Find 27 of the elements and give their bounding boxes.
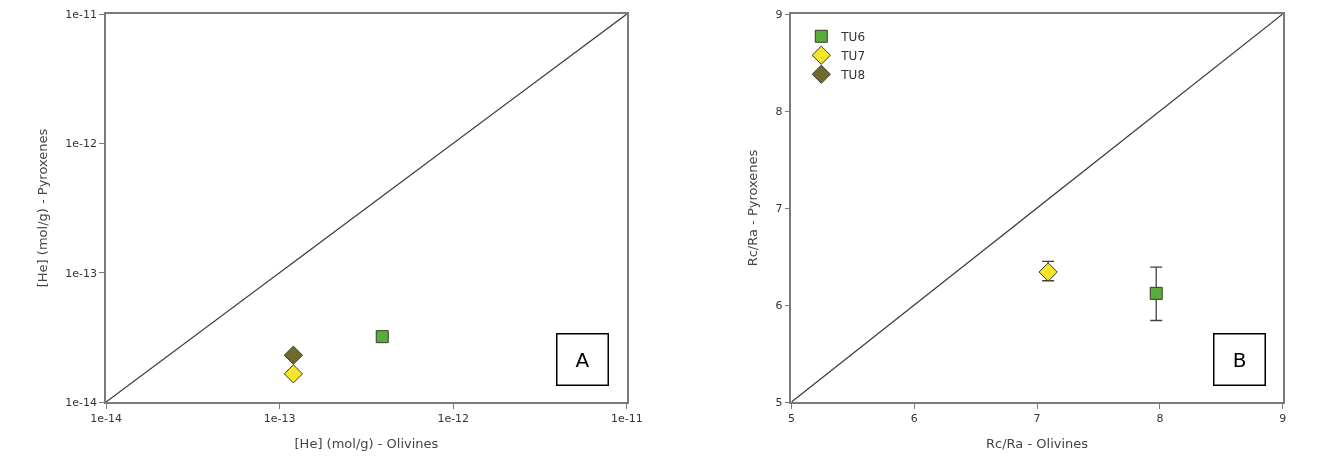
y-tick-label: 1e-11 [65,7,98,21]
y-tick-label: 6 [775,298,783,312]
y-tick-label: 1e-14 [65,395,98,409]
y-axis-title: Rc/Ra - Pyroxenes [744,149,760,267]
y-tick-label: 9 [775,7,783,21]
x-tick-label: 7 [1033,411,1041,425]
y-tick-label: 1e-13 [65,266,98,280]
annotation: B [1232,347,1247,372]
y-tick-label: 8 [775,104,783,118]
legend-label: TU8 [840,67,866,82]
x-tick-label: 1e-14 [90,411,122,425]
x-tick-label: 6 [910,411,918,425]
y-tick-label: 1e-12 [65,137,98,151]
x-tick-label: 1e-11 [610,411,643,425]
y-axis-title: [He] (mol/g) - Pyroxenes [34,128,50,288]
x-axis-title: Rc/Ra - Olivines [986,436,1089,452]
annotation: A [575,347,590,372]
legend-label: TU7 [840,48,866,63]
x-tick-label: 9 [1279,411,1287,425]
x-tick-label: 5 [787,411,795,425]
y-tick-label: 7 [775,201,783,215]
x-tick-label: 1e-13 [263,411,296,425]
x-tick-label: 8 [1156,411,1164,425]
x-tick-label: 1e-12 [437,411,470,425]
x-axis-title: [He] (mol/g) - Olivines [294,436,439,452]
legend-label: TU6 [840,29,866,44]
y-tick-label: 5 [775,395,783,409]
